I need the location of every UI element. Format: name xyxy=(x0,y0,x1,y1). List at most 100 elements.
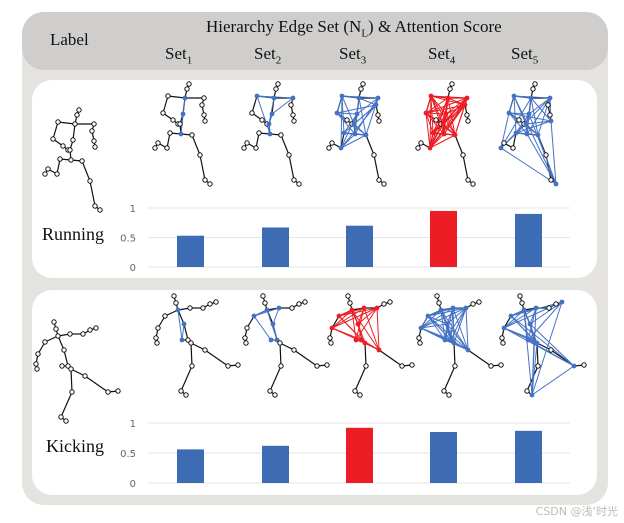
hierarchy-edge xyxy=(429,123,444,149)
highlight-joint xyxy=(513,130,519,136)
skeleton-joint xyxy=(548,177,554,183)
skeleton-joint xyxy=(178,388,184,394)
hierarchy-edge xyxy=(515,120,552,134)
skeleton-joint xyxy=(535,363,541,369)
skeleton-joint xyxy=(476,299,482,305)
skeleton-bone xyxy=(536,342,539,367)
hierarchy-edge xyxy=(271,97,294,115)
y-tick-label: 0.5 xyxy=(120,449,136,460)
skeleton-joint xyxy=(173,300,179,306)
skeleton-joint xyxy=(277,340,283,346)
skeleton-joint xyxy=(553,301,559,307)
set-header-1: Set1 xyxy=(165,44,193,67)
skeleton-joint xyxy=(72,121,78,127)
hierarchy-edge xyxy=(256,95,271,135)
skeleton-joint xyxy=(375,112,381,118)
skeleton-bone xyxy=(269,365,282,392)
hierarchy-edge xyxy=(430,95,447,115)
highlight-joint xyxy=(452,132,458,138)
highlight-joint xyxy=(508,313,514,319)
row-label-running: Running xyxy=(42,224,105,244)
skeleton-bone xyxy=(162,95,169,114)
highlight-joint xyxy=(442,337,448,343)
skeleton-joint xyxy=(91,121,97,127)
skeleton-joint xyxy=(60,143,66,149)
skeleton-joint xyxy=(199,102,205,108)
skeleton-joint xyxy=(465,118,471,124)
highlight-joint xyxy=(440,121,446,127)
highlight-joint xyxy=(290,95,296,101)
skeleton-bone xyxy=(60,391,73,418)
highlight-joint xyxy=(428,93,434,99)
skeleton-bone xyxy=(81,160,91,182)
title-text: Hierarchy Edge Set (N xyxy=(206,17,362,36)
skeleton-bone xyxy=(365,134,375,156)
skeleton-joint xyxy=(387,299,393,305)
skeleton-joint xyxy=(42,339,48,345)
skeleton-joint xyxy=(260,293,266,299)
hierarchy-edge xyxy=(445,97,468,115)
highlight-joint xyxy=(535,132,541,138)
skeleton-joint xyxy=(500,340,506,346)
skeleton-joint xyxy=(244,325,250,331)
highlight-joint xyxy=(506,110,512,116)
hierarchy-edge xyxy=(465,307,469,351)
skeleton-joint xyxy=(201,95,207,101)
skeleton-bone xyxy=(288,154,295,181)
hierarchy-edge xyxy=(530,97,552,122)
highlight-joint xyxy=(362,340,368,346)
skeleton-joint xyxy=(59,363,65,369)
hierarchy-edge xyxy=(420,323,448,329)
skeleton-bone xyxy=(199,154,206,181)
row-panel-kicking xyxy=(32,290,597,495)
highlight-joint xyxy=(534,340,540,346)
skeleton-joint xyxy=(57,156,63,162)
skeleton-joint xyxy=(449,81,455,87)
hierarchy-edge xyxy=(430,95,445,135)
skeleton-joint xyxy=(290,112,296,118)
skeleton-joint xyxy=(153,335,159,341)
highlight-joint xyxy=(533,305,539,311)
skeleton-joint xyxy=(68,366,74,372)
skeleton-joint xyxy=(51,319,57,325)
hierarchy-edge xyxy=(331,307,378,329)
highlight-joint xyxy=(571,363,577,369)
skeleton-bone xyxy=(467,349,492,367)
skeleton-joint xyxy=(418,140,424,146)
highlight-joint xyxy=(180,111,186,117)
hierarchy-edge xyxy=(531,301,563,396)
highlight-joint xyxy=(464,95,470,101)
highlight-joint xyxy=(352,131,358,137)
highlight-joint xyxy=(528,95,534,101)
skeleton-joint xyxy=(35,351,41,357)
skeleton-joint xyxy=(167,130,173,136)
hierarchy-edge xyxy=(355,307,378,341)
hierarchy-edge xyxy=(453,307,467,344)
skeleton-joint xyxy=(288,102,294,108)
skeleton-joint xyxy=(434,293,440,299)
skeleton-joint xyxy=(244,140,250,146)
skeleton-joint xyxy=(55,333,61,339)
skeleton-joint xyxy=(415,145,421,151)
highlight-joint xyxy=(445,95,451,101)
highlight-joint xyxy=(423,110,429,116)
highlight-joint xyxy=(267,131,273,137)
set-header-3: Set3 xyxy=(339,44,367,67)
skeleton-joint xyxy=(202,177,208,183)
hierarchy-edge xyxy=(446,307,467,325)
hierarchy-edge xyxy=(529,323,575,367)
highlight-joint xyxy=(427,145,433,151)
skeleton-joint xyxy=(376,118,382,124)
hierarchy-edge xyxy=(530,97,539,136)
highlight-joint xyxy=(521,307,527,313)
bar-set4 xyxy=(430,432,457,483)
skeleton-joint xyxy=(345,293,351,299)
highlight-joint xyxy=(254,93,260,99)
hierarchy-edge xyxy=(503,327,575,367)
skeleton-joint xyxy=(262,300,268,306)
highlight-joint xyxy=(264,307,270,313)
label-column-header: Label xyxy=(50,30,89,49)
skeleton-joint xyxy=(243,340,249,346)
skeleton-bone xyxy=(63,349,69,367)
hierarchy-edge xyxy=(432,104,466,134)
